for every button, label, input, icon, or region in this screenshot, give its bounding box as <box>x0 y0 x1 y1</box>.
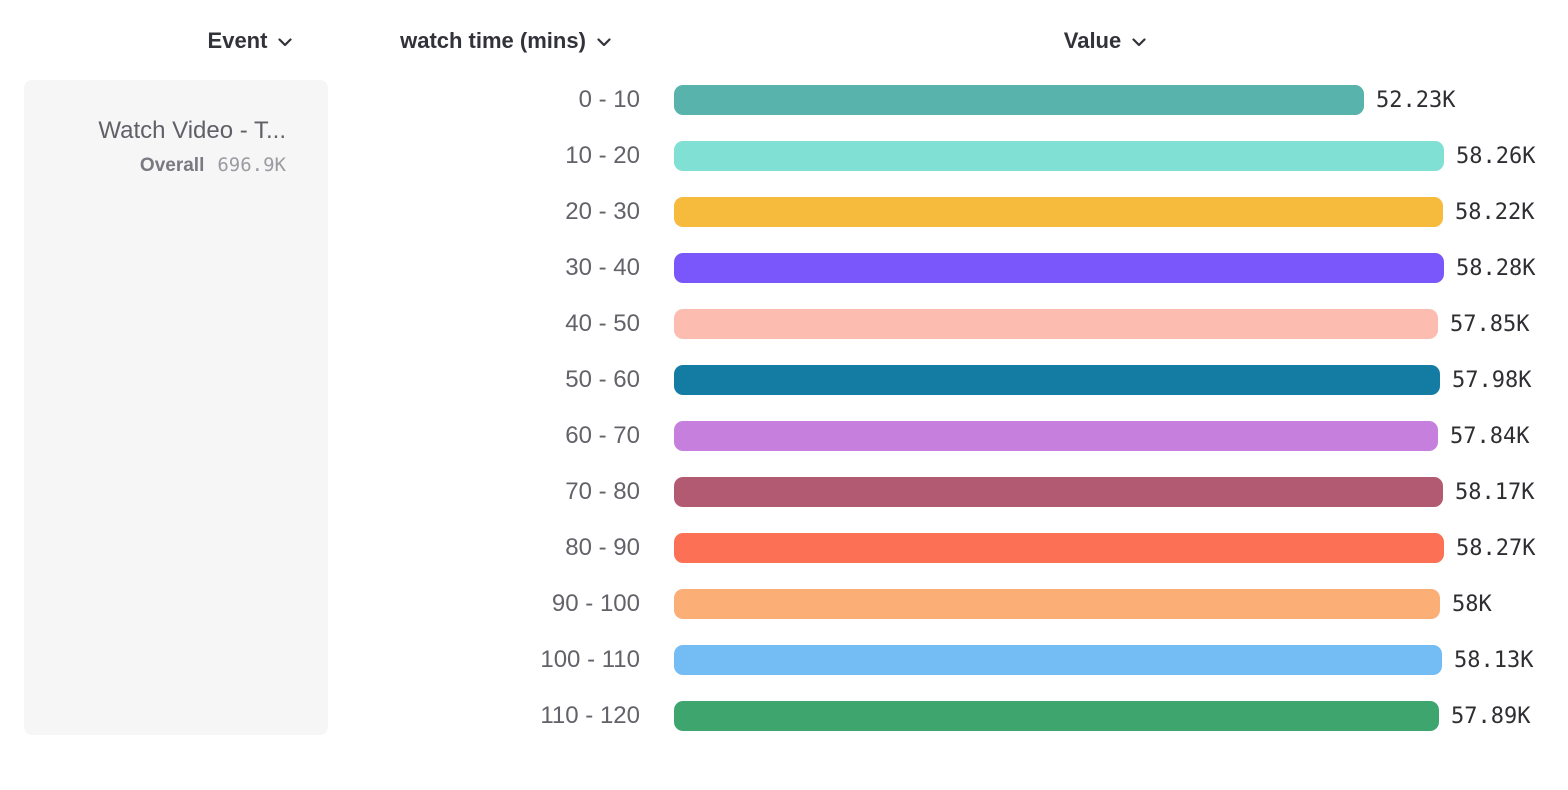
bar-value: 58.26K <box>1456 143 1536 169</box>
bar-segment[interactable] <box>674 365 1440 395</box>
chart-row: 20 - 30 58.22K <box>340 184 1560 240</box>
event-legend-item[interactable]: Watch Video - T... Overall 696.9K <box>24 80 328 177</box>
bar-value: 57.84K <box>1450 423 1530 449</box>
value-column-label: Value <box>1063 28 1122 53</box>
bar-value: 58.17K <box>1455 479 1535 505</box>
breakdown-column-dropdown[interactable]: watch time (mins) <box>368 24 643 58</box>
event-name: Watch Video - T... <box>98 117 286 144</box>
bar-segment[interactable] <box>674 197 1443 227</box>
chevron-down-icon <box>597 38 611 47</box>
bucket-label: 30 - 40 <box>565 254 640 281</box>
bar-segment[interactable] <box>674 589 1440 619</box>
bar-value: 57.98K <box>1452 367 1532 393</box>
bar-segment[interactable] <box>674 421 1438 451</box>
bar-value: 58K <box>1452 591 1492 617</box>
bucket-label: 70 - 80 <box>565 478 640 505</box>
bar-value: 57.85K <box>1450 311 1530 337</box>
bar-segment[interactable] <box>674 533 1444 563</box>
bar-value: 58.13K <box>1454 647 1534 673</box>
bucket-label: 40 - 50 <box>565 310 640 337</box>
bar-value: 58.27K <box>1456 535 1536 561</box>
event-legend-panel: Watch Video - T... Overall 696.9K <box>24 80 328 735</box>
chart-row: 100 - 110 58.13K <box>340 632 1560 688</box>
bar-segment[interactable] <box>674 477 1443 507</box>
chart-row: 50 - 60 57.98K <box>340 352 1560 408</box>
bar-segment[interactable] <box>674 645 1442 675</box>
bar-segment[interactable] <box>674 701 1439 731</box>
bucket-label: 110 - 120 <box>540 702 640 729</box>
bucket-label: 60 - 70 <box>565 422 640 449</box>
event-overall-row: Overall 696.9K <box>44 154 286 177</box>
bucket-label: 10 - 20 <box>565 142 640 169</box>
overall-value: 696.9K <box>217 153 286 176</box>
chart-row: 10 - 20 58.26K <box>340 128 1560 184</box>
event-column-dropdown[interactable]: Event <box>165 24 335 58</box>
breakdown-column-label: watch time (mins) <box>400 28 586 53</box>
chart-row: 90 - 100 58K <box>340 576 1560 632</box>
bar-segment[interactable] <box>674 309 1438 339</box>
bucket-label: 80 - 90 <box>565 534 640 561</box>
chevron-down-icon <box>1132 38 1146 47</box>
chevron-down-icon <box>278 38 293 47</box>
chart-row: 80 - 90 58.27K <box>340 520 1560 576</box>
event-column-label: Event <box>207 28 268 53</box>
bucket-label: 50 - 60 <box>565 366 640 393</box>
bar-segment[interactable] <box>674 253 1444 283</box>
bar-segment[interactable] <box>674 85 1364 115</box>
chart-row: 0 - 10 52.23K <box>340 72 1560 128</box>
bar-value: 58.22K <box>1455 199 1535 225</box>
chart-row: 60 - 70 57.84K <box>340 408 1560 464</box>
bar-value: 52.23K <box>1376 87 1456 113</box>
bucket-label: 90 - 100 <box>551 590 640 617</box>
bar-value: 57.89K <box>1451 703 1531 729</box>
bar-segment[interactable] <box>674 141 1444 171</box>
chart-row: 70 - 80 58.17K <box>340 464 1560 520</box>
chart-row: 40 - 50 57.85K <box>340 296 1560 352</box>
bar-value: 58.28K <box>1456 255 1536 281</box>
bucket-label: 0 - 10 <box>578 86 640 113</box>
bucket-label: 20 - 30 <box>565 198 640 225</box>
overall-label: Overall <box>139 154 205 176</box>
chart-row: 30 - 40 58.28K <box>340 240 1560 296</box>
value-column-dropdown[interactable]: Value <box>1015 24 1195 58</box>
chart-row: 110 - 120 57.89K <box>340 688 1560 744</box>
bar-chart: 0 - 10 52.23K 10 - 20 58.26K 20 - 30 58.22K 30… <box>340 72 1560 744</box>
bucket-label: 100 - 110 <box>540 646 640 673</box>
